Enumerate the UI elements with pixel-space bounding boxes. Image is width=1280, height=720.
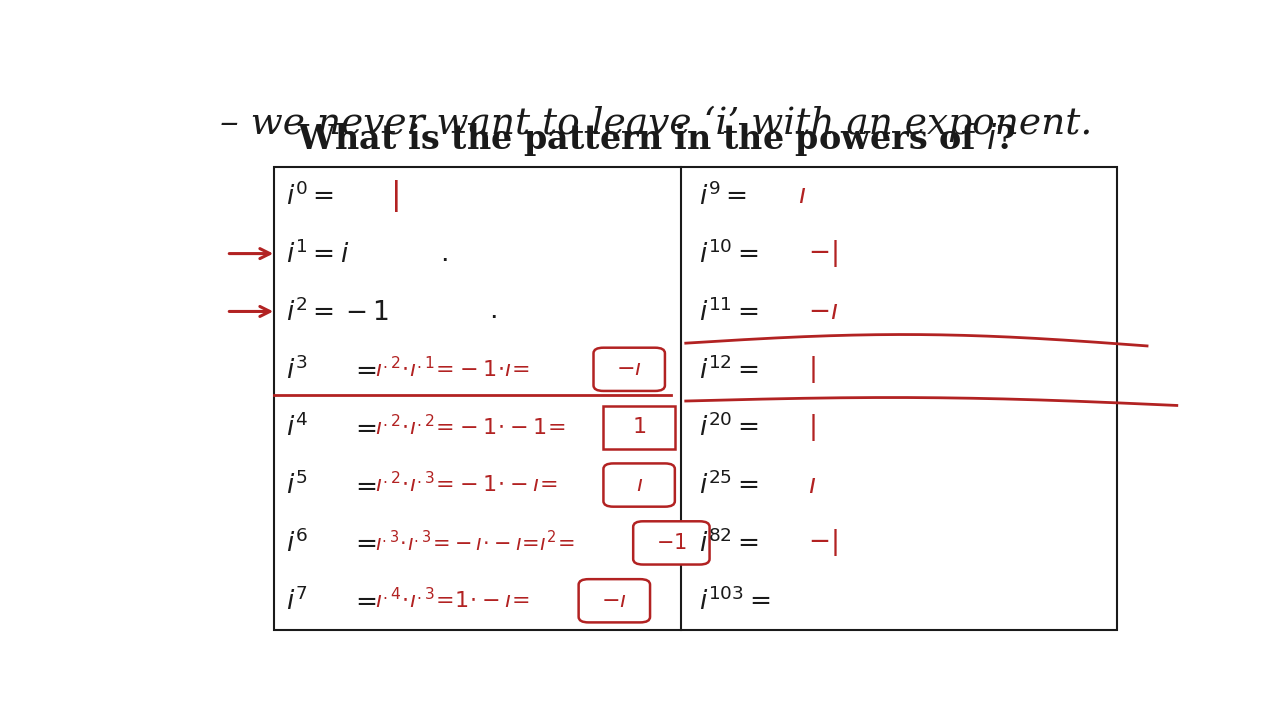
Text: $i^{82} = $: $i^{82} = $ bbox=[699, 528, 759, 557]
Text: $= $: $= $ bbox=[351, 588, 376, 613]
Text: $= $: $= $ bbox=[351, 531, 376, 555]
Text: $i^4$: $i^4$ bbox=[285, 413, 308, 441]
Bar bbox=[274, 167, 1117, 630]
Text: .: . bbox=[489, 299, 498, 325]
Text: $-\imath$: $-\imath$ bbox=[616, 359, 643, 379]
Text: $i^2 = -1$: $i^2 = -1$ bbox=[285, 297, 389, 325]
Text: $i^0 = $: $i^0 = $ bbox=[285, 181, 334, 210]
Text: $= $: $= $ bbox=[351, 415, 376, 440]
Text: $i^{10} = $: $i^{10} = $ bbox=[699, 239, 759, 268]
Text: $i^{103} = $: $i^{103} = $ bbox=[699, 587, 771, 615]
Text: $= $: $= $ bbox=[351, 357, 376, 382]
Text: $\imath$: $\imath$ bbox=[808, 472, 815, 498]
Text: $\imath^{.2}\!\cdot\!\imath^{.2}\!=\!-1\!\cdot\!-1\!=\!$: $\imath^{.2}\!\cdot\!\imath^{.2}\!=\!-1\… bbox=[375, 415, 566, 440]
Text: $i^3$: $i^3$ bbox=[285, 355, 307, 384]
Text: What is the pattern in the powers of $\mathit{i}$?: What is the pattern in the powers of $\m… bbox=[297, 120, 1015, 158]
Text: $i^5$: $i^5$ bbox=[285, 471, 307, 499]
Text: $\imath^{.3}\!\cdot\!\imath^{.3}\!=\!-\imath\!\cdot\!-\imath\!=\!\imath^2\!=\!$: $\imath^{.3}\!\cdot\!\imath^{.3}\!=\!-\i… bbox=[375, 531, 575, 556]
Text: $\mathsf{|}$: $\mathsf{|}$ bbox=[808, 354, 815, 384]
Text: $\imath$: $\imath$ bbox=[797, 183, 806, 208]
Text: $-\mathsf{|}$: $-\mathsf{|}$ bbox=[808, 238, 837, 269]
Text: $\imath^{.2}\!\cdot\!\imath^{.1}\!=\!-1\!\cdot\!\imath\!=\!$: $\imath^{.2}\!\cdot\!\imath^{.1}\!=\!-1\… bbox=[375, 356, 530, 382]
Text: $i^1 = i$: $i^1 = i$ bbox=[285, 239, 349, 268]
Text: $\imath^{.2}\!\cdot\!\imath^{.3}\!=\!-1\!\cdot\!-\imath\!=\!$: $\imath^{.2}\!\cdot\!\imath^{.3}\!=\!-1\… bbox=[375, 472, 558, 498]
Text: $i^6$: $i^6$ bbox=[285, 528, 308, 557]
Text: $-\imath$: $-\imath$ bbox=[808, 299, 838, 324]
Text: $\mathsf{|}$: $\mathsf{|}$ bbox=[808, 412, 815, 443]
Text: $i^7$: $i^7$ bbox=[285, 587, 307, 615]
FancyBboxPatch shape bbox=[579, 579, 650, 622]
FancyBboxPatch shape bbox=[594, 348, 664, 391]
Text: – we never want to leave ‘i’ with an exponent.: – we never want to leave ‘i’ with an exp… bbox=[220, 106, 1092, 142]
FancyBboxPatch shape bbox=[603, 464, 675, 507]
Text: .: . bbox=[440, 240, 448, 266]
Text: $i^9 = $: $i^9 = $ bbox=[699, 181, 746, 210]
Text: $-\imath$: $-\imath$ bbox=[602, 591, 627, 611]
Text: $i^{11} = $: $i^{11} = $ bbox=[699, 297, 759, 325]
FancyBboxPatch shape bbox=[603, 405, 675, 449]
FancyBboxPatch shape bbox=[634, 521, 709, 564]
Text: $i^{25} = $: $i^{25} = $ bbox=[699, 471, 759, 499]
Text: $-\mathsf{|}$: $-\mathsf{|}$ bbox=[808, 528, 837, 559]
Text: $\mathsf{|}$: $\mathsf{|}$ bbox=[390, 178, 399, 214]
Text: $i^{20} = $: $i^{20} = $ bbox=[699, 413, 759, 441]
Text: $\imath^{.4}\!\cdot\!\imath^{.3}\!=\!1\!\cdot\!-\imath\!=\!$: $\imath^{.4}\!\cdot\!\imath^{.3}\!=\!1\!… bbox=[375, 588, 530, 613]
Text: $i^{12} = $: $i^{12} = $ bbox=[699, 355, 759, 384]
Text: $\imath$: $\imath$ bbox=[636, 475, 643, 495]
Text: $-1$: $-1$ bbox=[655, 533, 687, 553]
Text: $1$: $1$ bbox=[632, 417, 646, 437]
Text: $= $: $= $ bbox=[351, 472, 376, 498]
